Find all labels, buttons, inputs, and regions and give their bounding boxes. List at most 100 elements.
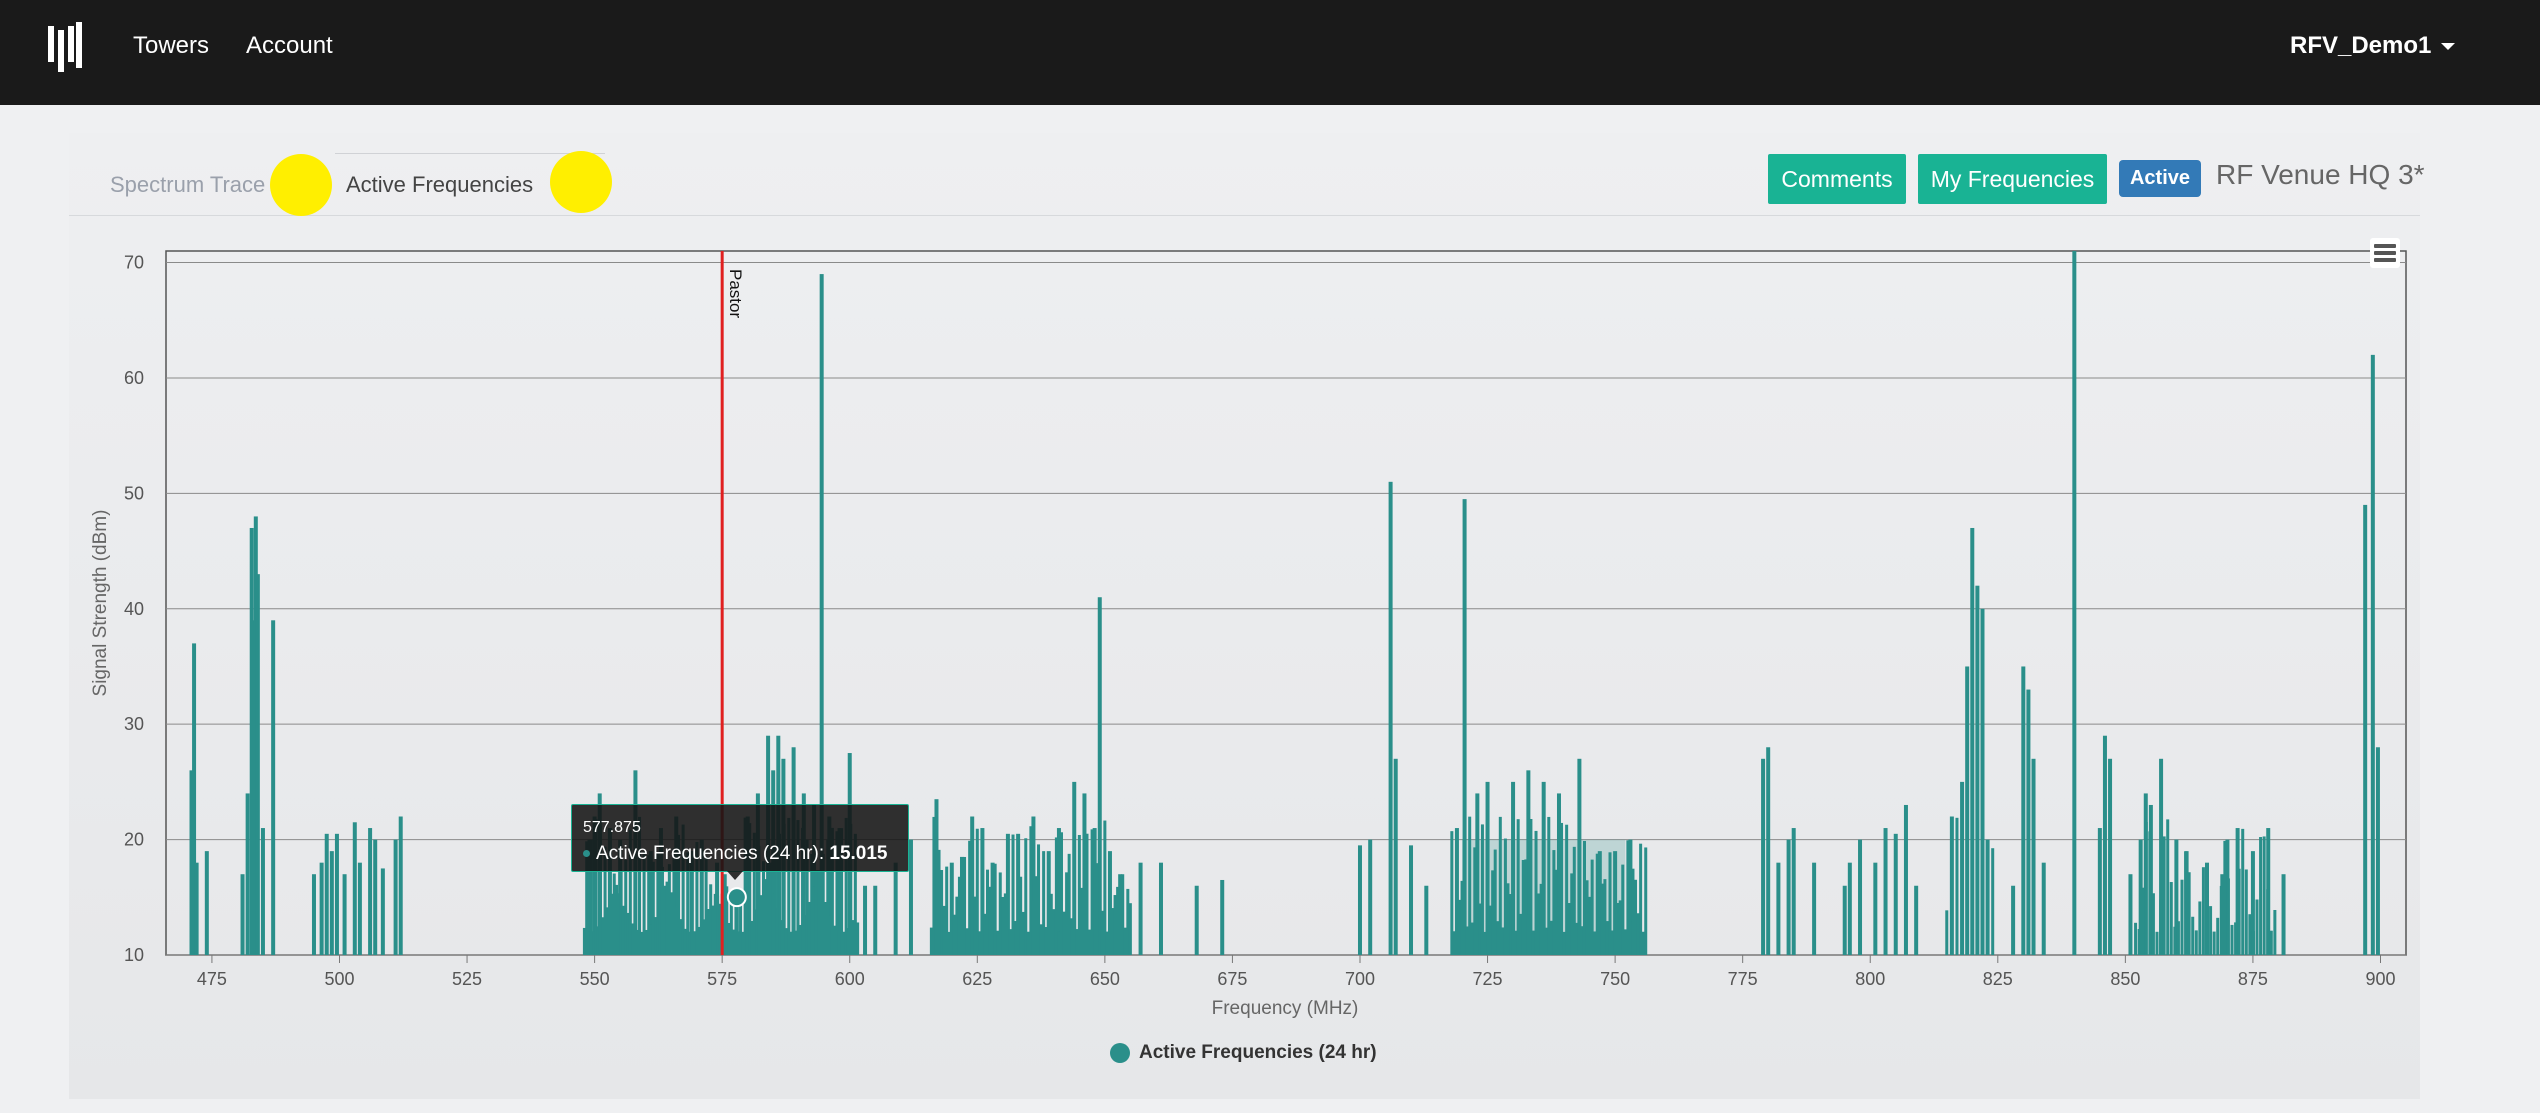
signal-spike bbox=[1483, 931, 1487, 955]
signal-spike bbox=[2370, 354, 2375, 955]
x-tick-label: 550 bbox=[580, 969, 610, 989]
signal-spike bbox=[1220, 879, 1225, 955]
signal-spike bbox=[1634, 879, 1638, 955]
user-name: RFV_Demo1 bbox=[2290, 32, 2432, 59]
tooltip-series-row: Active Frequencies (24 hr): 15.015 bbox=[583, 843, 888, 865]
nav-link-towers[interactable]: Towers bbox=[133, 32, 210, 59]
signal-spike bbox=[2262, 836, 2266, 955]
signal-spike bbox=[1644, 847, 1648, 955]
signal-spike bbox=[778, 833, 782, 955]
signal-spike bbox=[1560, 822, 1564, 955]
signal-spike bbox=[373, 839, 378, 955]
signal-spike bbox=[807, 901, 811, 955]
signal-spike bbox=[1080, 887, 1084, 955]
signal-spike bbox=[2180, 879, 2184, 955]
signal-spike bbox=[585, 841, 589, 955]
signal-spike bbox=[1567, 903, 1571, 955]
signal-spike bbox=[240, 874, 245, 955]
signal-spike bbox=[1557, 906, 1561, 955]
signal-spike bbox=[990, 862, 995, 955]
y-axis-title: Signal Strength (dBm) bbox=[90, 510, 111, 697]
signal-spike bbox=[204, 851, 209, 955]
signal-spike bbox=[929, 927, 933, 955]
signal-spike bbox=[2266, 889, 2270, 955]
signal-spike bbox=[996, 930, 1000, 955]
signal-spike bbox=[619, 871, 623, 955]
chart-menu-icon[interactable] bbox=[2370, 238, 2400, 268]
signal-spike bbox=[963, 856, 967, 955]
signal-spike bbox=[2148, 831, 2152, 955]
signal-spike bbox=[2162, 836, 2166, 955]
signal-spike bbox=[194, 862, 199, 955]
signal-spike bbox=[803, 915, 807, 955]
signal-spike bbox=[773, 847, 777, 955]
app-logo-icon[interactable] bbox=[48, 22, 82, 72]
signal-spike bbox=[271, 620, 276, 955]
comments-button[interactable]: Comments bbox=[1768, 154, 1906, 204]
series-dot-icon bbox=[583, 850, 590, 858]
signal-spike bbox=[940, 870, 944, 955]
signal-spike bbox=[1465, 926, 1469, 955]
signal-spike bbox=[672, 848, 676, 955]
signal-spike bbox=[1368, 839, 1373, 955]
top-navbar: Towers Account RFV_Demo1 bbox=[0, 0, 2540, 105]
chart-legend[interactable]: Active Frequencies (24 hr) bbox=[1110, 1042, 1377, 1064]
tooltip-y-value: 15.015 bbox=[829, 843, 888, 864]
signal-spike bbox=[665, 881, 669, 955]
signal-spike bbox=[713, 893, 717, 955]
signal-spike bbox=[1463, 840, 1467, 955]
x-tick-label: 575 bbox=[707, 969, 737, 989]
signal-spike bbox=[1014, 921, 1018, 955]
signal-spike bbox=[934, 799, 939, 955]
signal-spike bbox=[1138, 862, 1143, 955]
signal-spike bbox=[1501, 927, 1505, 955]
tab-spectrum-trace[interactable]: Spectrum Trace bbox=[110, 172, 266, 197]
signal-spike bbox=[2241, 828, 2245, 955]
signal-spike bbox=[1457, 899, 1461, 955]
signal-spike bbox=[1075, 929, 1079, 955]
nav-link-account[interactable]: Account bbox=[246, 32, 333, 59]
signal-spike bbox=[709, 884, 713, 955]
signal-spike bbox=[1514, 930, 1518, 955]
signal-spike bbox=[1950, 854, 1954, 955]
signal-spike bbox=[908, 839, 913, 955]
signal-spike bbox=[805, 839, 809, 955]
user-menu-dropdown[interactable]: RFV_Demo1 bbox=[2290, 30, 2456, 62]
my-frequencies-button[interactable]: My Frequencies bbox=[1918, 154, 2107, 204]
signal-spike bbox=[2259, 837, 2263, 955]
signal-spike bbox=[1388, 481, 1393, 955]
signal-spike bbox=[649, 924, 653, 955]
signal-spike bbox=[1031, 900, 1035, 955]
signal-spike bbox=[1024, 838, 1028, 955]
signal-spike bbox=[952, 914, 956, 955]
tab-active-frequencies[interactable]: Active Frequencies bbox=[346, 172, 534, 197]
x-tick-label: 700 bbox=[1345, 969, 1375, 989]
signal-spike bbox=[2026, 689, 2031, 955]
signal-spike bbox=[587, 931, 591, 955]
signal-spike bbox=[1424, 885, 1429, 955]
signal-spike bbox=[1641, 931, 1645, 955]
signal-spike bbox=[1118, 928, 1122, 955]
signal-spike bbox=[1034, 876, 1038, 955]
signal-spike bbox=[775, 908, 779, 955]
signal-spike bbox=[663, 885, 667, 955]
signal-spike bbox=[817, 870, 821, 955]
x-tick-label: 525 bbox=[452, 969, 482, 989]
signal-spike bbox=[2072, 251, 2077, 955]
signal-spike bbox=[651, 861, 655, 955]
signal-spike bbox=[1636, 913, 1640, 955]
signal-spike bbox=[950, 867, 954, 955]
signal-spike bbox=[745, 816, 750, 955]
signal-spike bbox=[1585, 880, 1589, 955]
x-tick-label: 500 bbox=[324, 969, 354, 989]
signal-spike bbox=[780, 920, 784, 955]
signal-spike bbox=[755, 909, 759, 955]
signal-spike bbox=[945, 866, 949, 955]
signal-spike bbox=[2159, 899, 2163, 955]
signal-spike bbox=[2219, 885, 2223, 955]
signal-spike bbox=[1455, 839, 1459, 955]
signal-spike bbox=[789, 931, 793, 955]
signal-spike bbox=[647, 855, 651, 955]
signal-spike bbox=[725, 886, 729, 955]
